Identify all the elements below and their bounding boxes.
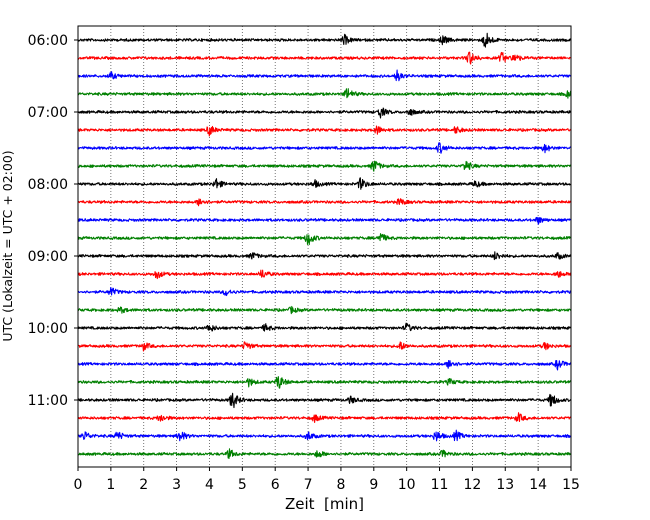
trace-1115 <box>77 412 572 424</box>
trace-0930 <box>77 287 572 297</box>
trace-1100 <box>77 392 572 409</box>
y-axis-label: UTC (Lokalzeit = UTC + 02:00) <box>0 150 15 341</box>
x-axis: 0 1 2 3 4 5 6 7 8 9 10 11 12 13 14 15 <box>74 467 580 493</box>
trace-0945 <box>77 305 572 315</box>
trace-0830 <box>77 216 572 225</box>
x-tick-label: 12 <box>463 477 481 493</box>
trace-1030 <box>77 359 572 371</box>
trace-0800 <box>77 177 572 190</box>
y-tick-label: 11:00 <box>28 393 68 409</box>
trace-0645 <box>77 88 572 99</box>
x-tick-label: 6 <box>271 477 280 493</box>
y-tick-label: 07:00 <box>28 105 68 121</box>
trace-0730 <box>77 142 572 154</box>
x-tick-label: 8 <box>336 477 345 493</box>
trace-1045 <box>77 376 572 389</box>
trace-0745 <box>77 160 572 172</box>
x-tick-label: 1 <box>106 477 115 493</box>
trace-0915 <box>77 269 572 280</box>
y-tick-label: 08:00 <box>28 177 68 193</box>
y-axis: 06:00 07:00 08:00 09:00 10:00 11:00 <box>28 33 78 409</box>
x-tick-label: 10 <box>398 477 416 493</box>
x-tick-label: 14 <box>529 477 547 493</box>
trace-0815 <box>77 198 572 207</box>
plot-frame <box>77 25 572 468</box>
trace-0900 <box>77 251 572 261</box>
y-tick-label: 10:00 <box>28 321 68 337</box>
x-tick-label: 5 <box>238 477 247 493</box>
trace-0845 <box>77 233 572 246</box>
trace-group <box>77 32 572 459</box>
trace-0630 <box>77 69 572 82</box>
trace-0715 <box>77 125 572 137</box>
x-tick-label: 11 <box>431 477 449 493</box>
x-tick-label: 9 <box>369 477 378 493</box>
y-tick-label: 06:00 <box>28 33 68 49</box>
x-tick-label: 13 <box>496 477 514 493</box>
x-tick-label: 7 <box>304 477 313 493</box>
trace-1000 <box>77 322 572 332</box>
x-tick-label: 15 <box>562 477 580 493</box>
trace-0600 <box>77 32 572 48</box>
trace-1015 <box>77 341 572 352</box>
trace-0615 <box>77 51 572 65</box>
trace-1145 <box>77 448 572 459</box>
x-axis-label: Zeit [min] <box>285 495 364 513</box>
x-tick-label: 4 <box>205 477 214 493</box>
trace-0700 <box>77 107 572 119</box>
y-tick-label: 09:00 <box>28 249 68 265</box>
x-tick-label: 0 <box>74 477 83 493</box>
x-tick-label: 3 <box>172 477 181 493</box>
x-tick-label: 2 <box>139 477 148 493</box>
trace-1130 <box>77 429 572 442</box>
